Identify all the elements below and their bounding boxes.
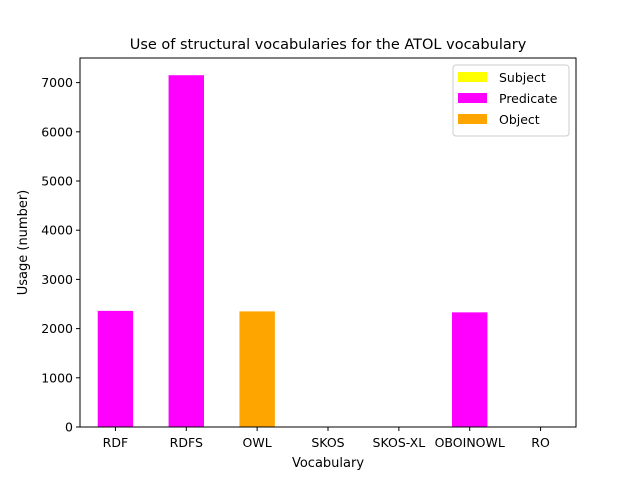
y-tick-label: 5000 [41, 174, 73, 189]
y-tick-label: 6000 [41, 124, 73, 139]
x-axis: RDF RDFS OWL SKOS SKOS-XL OBOINOWL RO [103, 427, 550, 450]
x-tick-label: OBOINOWL [435, 435, 505, 450]
y-tick-label: 2000 [41, 321, 73, 336]
y-tick-label: 4000 [41, 223, 73, 238]
legend-swatch-object [458, 114, 487, 124]
x-tick-label: RO [531, 435, 550, 450]
y-tick-label: 0 [65, 420, 73, 435]
x-tick-label: SKOS-XL [373, 435, 426, 450]
bar-predicate-oboinowl [452, 312, 488, 427]
x-axis-label: Vocabulary [292, 456, 364, 471]
chart-title: Use of structural vocabularies for the A… [130, 37, 527, 53]
y-tick-label: 1000 [41, 370, 73, 385]
x-tick-label: RDFS [170, 435, 203, 450]
bar-predicate-rdfs [168, 75, 204, 427]
legend-swatch-subject [458, 72, 487, 82]
bar-object-owl [239, 311, 275, 427]
bar-predicate-rdf [97, 310, 134, 427]
x-tick-label: OWL [243, 435, 272, 450]
legend-label-object: Object [499, 112, 540, 127]
y-axis: 0 1000 2000 3000 4000 5000 6000 7000 [41, 75, 80, 435]
legend-label-predicate: Predicate [499, 91, 558, 106]
bars-layer [97, 75, 488, 427]
legend-swatch-predicate [458, 93, 487, 103]
y-axis-label: Usage (number) [16, 190, 31, 296]
y-tick-label: 7000 [41, 75, 73, 90]
legend: Subject Predicate Object [452, 64, 570, 137]
legend-label-subject: Subject [499, 70, 546, 85]
x-tick-label: SKOS [311, 435, 344, 450]
y-tick-label: 3000 [41, 272, 73, 287]
x-tick-label: RDF [103, 435, 129, 450]
